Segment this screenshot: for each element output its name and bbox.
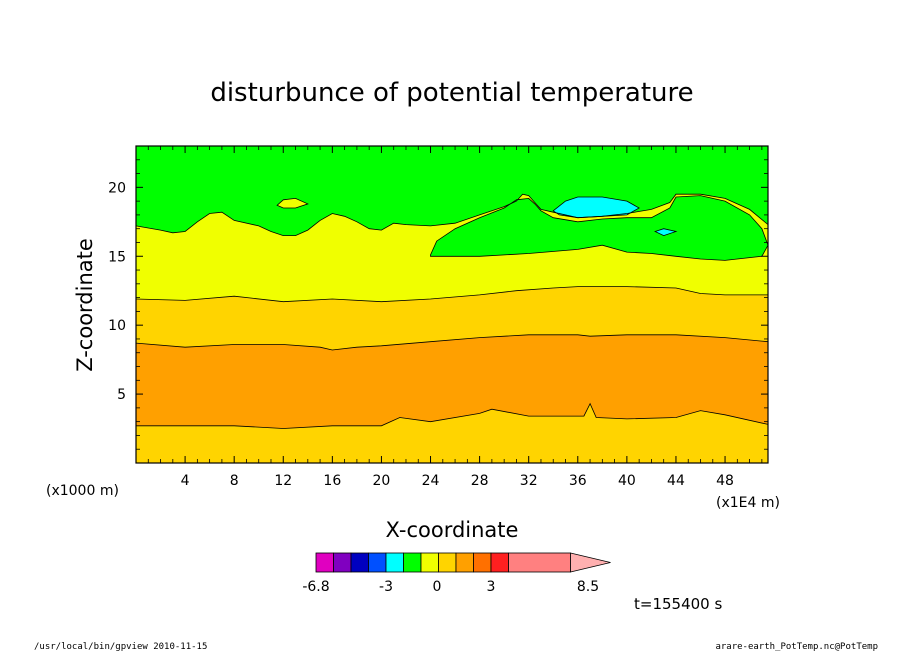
colorbar-swatch xyxy=(368,552,387,573)
y-tick-label: 5 xyxy=(117,387,126,403)
x-tick-label: 12 xyxy=(274,473,292,489)
cyan-region-small xyxy=(654,228,678,237)
x-tick-label: 20 xyxy=(373,473,391,489)
y-unit-label: (x1000 m) xyxy=(46,483,119,499)
colorbar-swatch xyxy=(350,552,369,573)
plot-area xyxy=(136,146,768,463)
y-tick-label: 20 xyxy=(108,180,126,196)
colorbar-tick-label: 8.5 xyxy=(577,579,599,595)
x-tick-label: 44 xyxy=(667,473,685,489)
plot-frame xyxy=(135,145,769,464)
x-axis-label: X-coordinate xyxy=(386,518,519,542)
contour-line-orange-bottom xyxy=(136,402,768,429)
x-tick-label: 32 xyxy=(520,473,538,489)
colorbar-tick-label: -6.8 xyxy=(302,579,329,595)
x-tick-label: 16 xyxy=(323,473,341,489)
y-tick-label: 15 xyxy=(108,249,126,265)
time-annotation: t=155400 s xyxy=(634,595,722,613)
colorbar-swatch xyxy=(315,552,334,573)
colorbar-swatch xyxy=(455,552,474,573)
colorbar-swatch xyxy=(490,552,509,573)
x-axis: 4 8 12 16 20 24 28 32 36 40 44 48 xyxy=(147,146,763,489)
colorbar-extend-arrow xyxy=(570,552,611,573)
contour-line-light-yellow-top xyxy=(136,193,768,236)
colorbar-swatch xyxy=(473,552,492,573)
x-tick-label: 4 xyxy=(181,473,190,489)
footer-file-info: arare-earth_PotTemp.nc@PotTemp xyxy=(715,642,878,652)
x-unit-label: (x1E4 m) xyxy=(716,495,780,511)
x-tick-label: 40 xyxy=(618,473,636,489)
colorbar xyxy=(315,552,611,573)
y-axis: 5 10 15 20 xyxy=(108,159,768,450)
chart-title: disturbunce of potential temperature xyxy=(210,78,693,108)
colorbar-swatch xyxy=(333,552,352,573)
x-tick-label: 24 xyxy=(422,473,440,489)
x-tick-label: 48 xyxy=(716,473,734,489)
x-tick-label: 28 xyxy=(471,473,489,489)
colorbar-swatch xyxy=(420,552,439,573)
colorbar-tick-label: 0 xyxy=(433,579,442,595)
colorbar-labels: -6.8 -3 0 3 8.5 xyxy=(302,579,599,595)
colorbar-swatch xyxy=(508,552,571,573)
y-tick-label: 10 xyxy=(108,318,126,334)
contour-line-yellow-top xyxy=(136,286,768,303)
colorbar-swatch xyxy=(385,552,404,573)
colorbar-tick-label: -3 xyxy=(379,579,393,595)
green-region-low xyxy=(430,195,768,261)
cyan-region-large xyxy=(552,196,640,219)
colorbar-swatch xyxy=(403,552,422,573)
colorbar-swatch xyxy=(438,552,457,573)
contour-line-orange-top xyxy=(136,334,768,351)
x-tick-label: 8 xyxy=(230,473,239,489)
footer-program-info: /usr/local/bin/gpview 2010-11-15 xyxy=(34,642,208,652)
light-yellow-island xyxy=(276,197,309,209)
x-tick-label: 36 xyxy=(569,473,587,489)
colorbar-tick-label: 3 xyxy=(487,579,496,595)
y-axis-label: Z-coordinate xyxy=(73,238,97,372)
